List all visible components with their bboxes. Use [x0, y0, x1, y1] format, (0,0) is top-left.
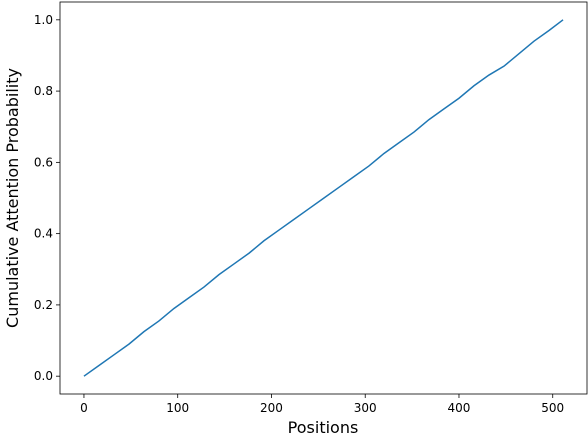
x-tick-label: 400 — [448, 401, 471, 415]
y-tick-label: 1.0 — [34, 13, 53, 27]
y-axis-label: Cumulative Attention Probability — [3, 68, 22, 328]
y-tick-label: 0.8 — [34, 84, 53, 98]
x-tick-label: 200 — [260, 401, 283, 415]
x-tick-label: 500 — [541, 401, 564, 415]
y-tick-label: 0.0 — [34, 369, 53, 383]
x-tick-label: 100 — [166, 401, 189, 415]
y-tick-label: 0.6 — [34, 155, 53, 169]
data-line — [83, 19, 564, 377]
y-tick-label: 0.4 — [34, 227, 53, 241]
y-tick-label: 0.2 — [34, 298, 53, 312]
x-tick-label: 300 — [354, 401, 377, 415]
axes-frame — [59, 1, 588, 395]
x-tick-label: 0 — [80, 401, 88, 415]
x-axis-label: Positions — [288, 418, 359, 437]
